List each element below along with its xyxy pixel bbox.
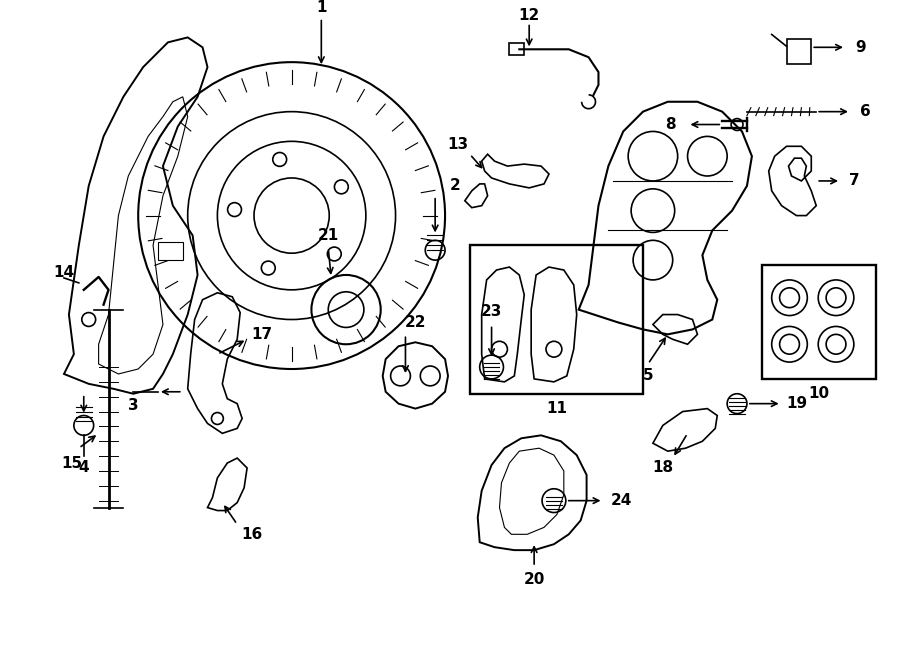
Text: 12: 12 (518, 8, 540, 23)
Text: 9: 9 (856, 40, 866, 55)
Text: 19: 19 (786, 396, 807, 411)
Text: 6: 6 (860, 104, 871, 119)
Text: 24: 24 (610, 493, 632, 508)
Text: 20: 20 (524, 572, 544, 588)
Text: 2: 2 (450, 178, 460, 194)
Text: 18: 18 (652, 461, 673, 475)
Bar (470, 245, 643, 394)
Bar (509, 44, 524, 56)
Text: 11: 11 (546, 401, 567, 416)
Text: 4: 4 (78, 461, 89, 475)
Text: 16: 16 (241, 527, 263, 542)
Text: 13: 13 (447, 137, 469, 152)
Text: 17: 17 (251, 327, 273, 342)
Text: 15: 15 (61, 455, 83, 471)
Text: 8: 8 (665, 117, 676, 132)
Text: 3: 3 (128, 398, 139, 413)
Bar (787, 40, 811, 64)
Bar (761, 265, 876, 379)
Text: 7: 7 (849, 173, 859, 188)
Text: 10: 10 (808, 386, 829, 401)
Bar (158, 243, 183, 260)
Text: 1: 1 (316, 0, 327, 15)
Text: 5: 5 (643, 368, 653, 383)
Text: 23: 23 (481, 304, 502, 319)
Text: 22: 22 (405, 315, 426, 330)
Text: 14: 14 (53, 266, 75, 280)
Text: 21: 21 (318, 228, 339, 243)
